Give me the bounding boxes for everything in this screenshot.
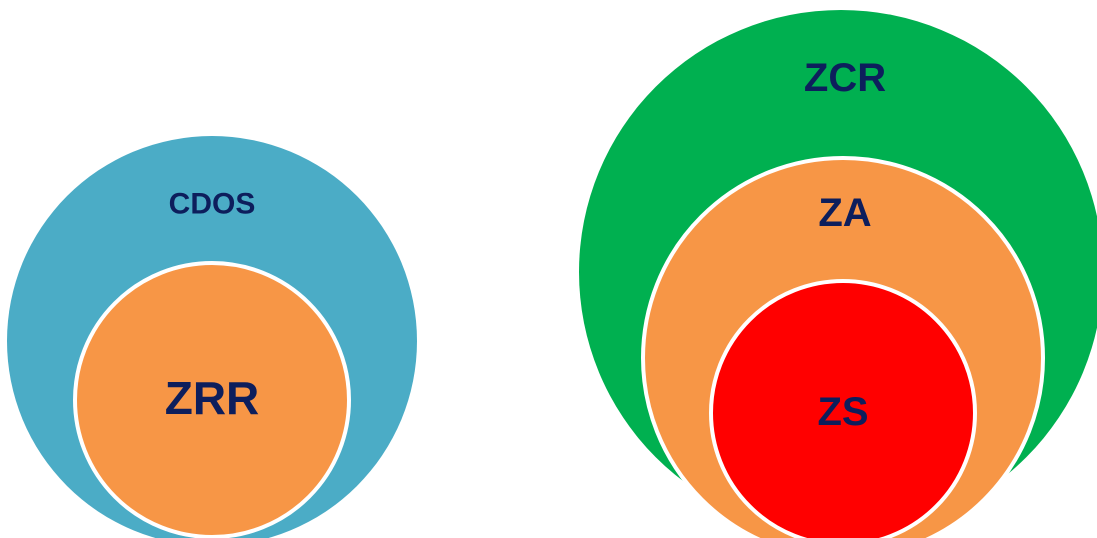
zs-circle — [709, 279, 977, 538]
za-label: ZA — [818, 191, 871, 235]
zrr-circle — [73, 261, 351, 538]
zcr-label: ZCR — [804, 56, 886, 100]
cdos-label: CDOS — [169, 188, 256, 221]
zrr-label: ZRR — [165, 372, 260, 424]
zs-label: ZS — [817, 390, 868, 434]
right-circle-group: ZCR ZA ZS — [579, 10, 1097, 538]
left-circle-group: CDOS ZRR — [7, 136, 417, 538]
